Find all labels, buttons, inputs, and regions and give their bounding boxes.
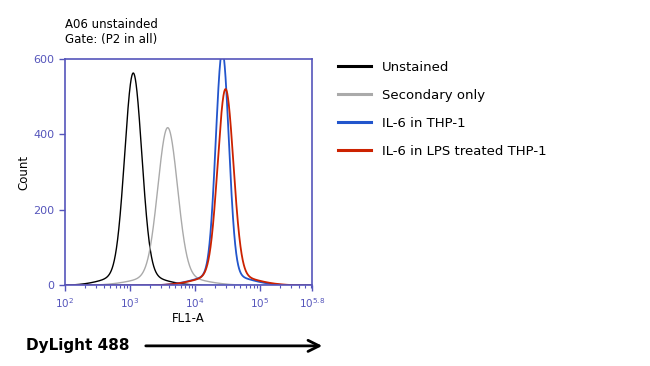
Legend: Unstained, Secondary only, IL-6 in THP-1, IL-6 in LPS treated THP-1: Unstained, Secondary only, IL-6 in THP-1… bbox=[339, 61, 547, 158]
Text: A06 unstainded
Gate: (P2 in all): A06 unstainded Gate: (P2 in all) bbox=[65, 18, 158, 46]
Text: DyLight 488: DyLight 488 bbox=[26, 339, 129, 353]
X-axis label: FL1-A: FL1-A bbox=[172, 313, 205, 325]
Y-axis label: Count: Count bbox=[18, 154, 31, 190]
